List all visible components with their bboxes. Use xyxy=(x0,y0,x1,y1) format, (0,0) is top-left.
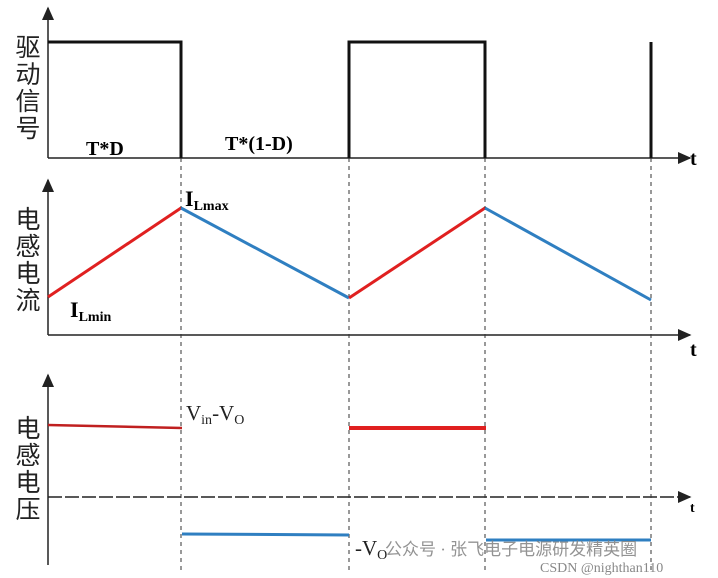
period-guides xyxy=(180,158,652,570)
interval-label: T*D xyxy=(86,138,124,160)
subscript: O xyxy=(234,413,244,428)
voltage-off xyxy=(181,532,350,537)
axes xyxy=(42,6,692,565)
current-min-label: ILmin xyxy=(70,297,111,325)
panel-label: 电感电压 xyxy=(12,415,41,523)
current-rise xyxy=(348,206,486,300)
symbol: I xyxy=(70,297,79,322)
axis-label: t xyxy=(690,501,695,516)
watermark: 公众号 · 张飞电子电源研发精英圈 xyxy=(385,540,637,559)
symbol: V xyxy=(186,401,201,425)
interval-label: T*(1-D) xyxy=(225,133,293,155)
panel-label: 电感电流 xyxy=(12,206,41,314)
current-max-label: ILmax xyxy=(185,186,229,214)
panel-label: 驱动信号 xyxy=(12,34,41,142)
voltage-neg-label: -VO xyxy=(355,536,387,563)
drive-signal xyxy=(48,40,653,158)
symbol: I xyxy=(185,186,194,211)
symbol: -V xyxy=(212,401,234,425)
subscript: in xyxy=(201,413,212,428)
voltage-pos-label: Vin-VO xyxy=(186,401,244,428)
subscript: Lmin xyxy=(79,310,112,325)
voltage-on xyxy=(47,423,183,430)
current-fall xyxy=(180,206,350,300)
current-fall xyxy=(484,206,652,302)
axis-label: t xyxy=(690,148,697,170)
subscript: O xyxy=(377,548,387,563)
symbol: -V xyxy=(355,536,377,560)
axis-label: t xyxy=(690,339,697,361)
watermark: CSDN @nighthan110 xyxy=(540,561,663,576)
current-rise xyxy=(47,206,182,299)
subscript: Lmax xyxy=(194,199,229,214)
